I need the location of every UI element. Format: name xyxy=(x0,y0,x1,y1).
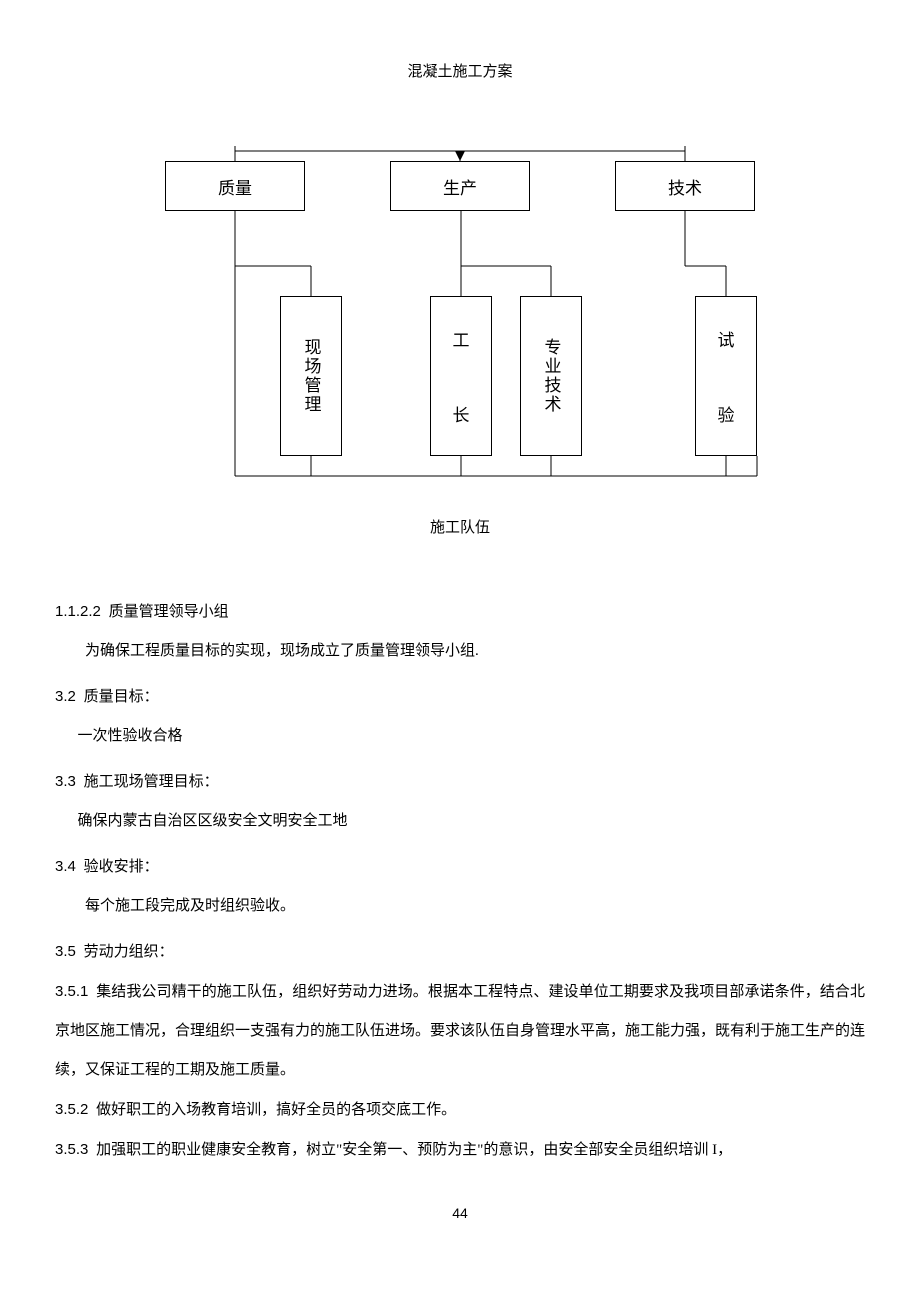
section-1-1-2-2-body: 为确保工程质量目标的实现，现场成立了质量管理领导小组. xyxy=(55,632,865,671)
section-3-4-body: 每个施工段完成及时组织验收。 xyxy=(55,887,865,926)
section-3-3-body: 确保内蒙古自治区区级安全文明安全工地 xyxy=(55,802,865,841)
section-3-5-1: 3.5.1 集结我公司精干的施工队伍，组织好劳动力进场。根据本工程特点、建设单位… xyxy=(55,972,865,1090)
document-body: 1.1.2.2 质量管理领导小组 为确保工程质量目标的实现，现场成立了质量管理领… xyxy=(55,592,865,1170)
page-header: 混凝土施工方案 xyxy=(55,60,865,81)
section-3-2-body: 一次性验收合格 xyxy=(55,717,865,756)
node-technology: 技术 xyxy=(615,161,755,211)
node-testing: 试 验 xyxy=(695,296,757,456)
section-3-3: 3.3 施工现场管理目标： xyxy=(55,762,865,802)
section-3-5: 3.5 劳动力组织： xyxy=(55,932,865,972)
team-label: 施工队伍 xyxy=(55,516,865,537)
section-3-2: 3.2 质量目标： xyxy=(55,677,865,717)
section-3-5-3: 3.5.3 加强职工的职业健康安全教育，树立"安全第一、预防为主"的意识，由安全… xyxy=(55,1130,865,1170)
section-1-1-2-2: 1.1.2.2 质量管理领导小组 xyxy=(55,592,865,632)
node-foreman: 工 长 xyxy=(430,296,492,456)
node-quality: 质量 xyxy=(165,161,305,211)
node-specialty-tech: 专业技术 xyxy=(520,296,582,456)
section-3-4: 3.4 验收安排： xyxy=(55,847,865,887)
node-site-management: 现场管理 xyxy=(280,296,342,456)
section-3-5-2: 3.5.2 做好职工的入场教育培训，搞好全员的各项交底工作。 xyxy=(55,1090,865,1130)
org-diagram: 质量 生产 技术 现场管理 工 长 专业技术 试 验 xyxy=(145,141,775,481)
page-number: 44 xyxy=(55,1205,865,1221)
node-production: 生产 xyxy=(390,161,530,211)
